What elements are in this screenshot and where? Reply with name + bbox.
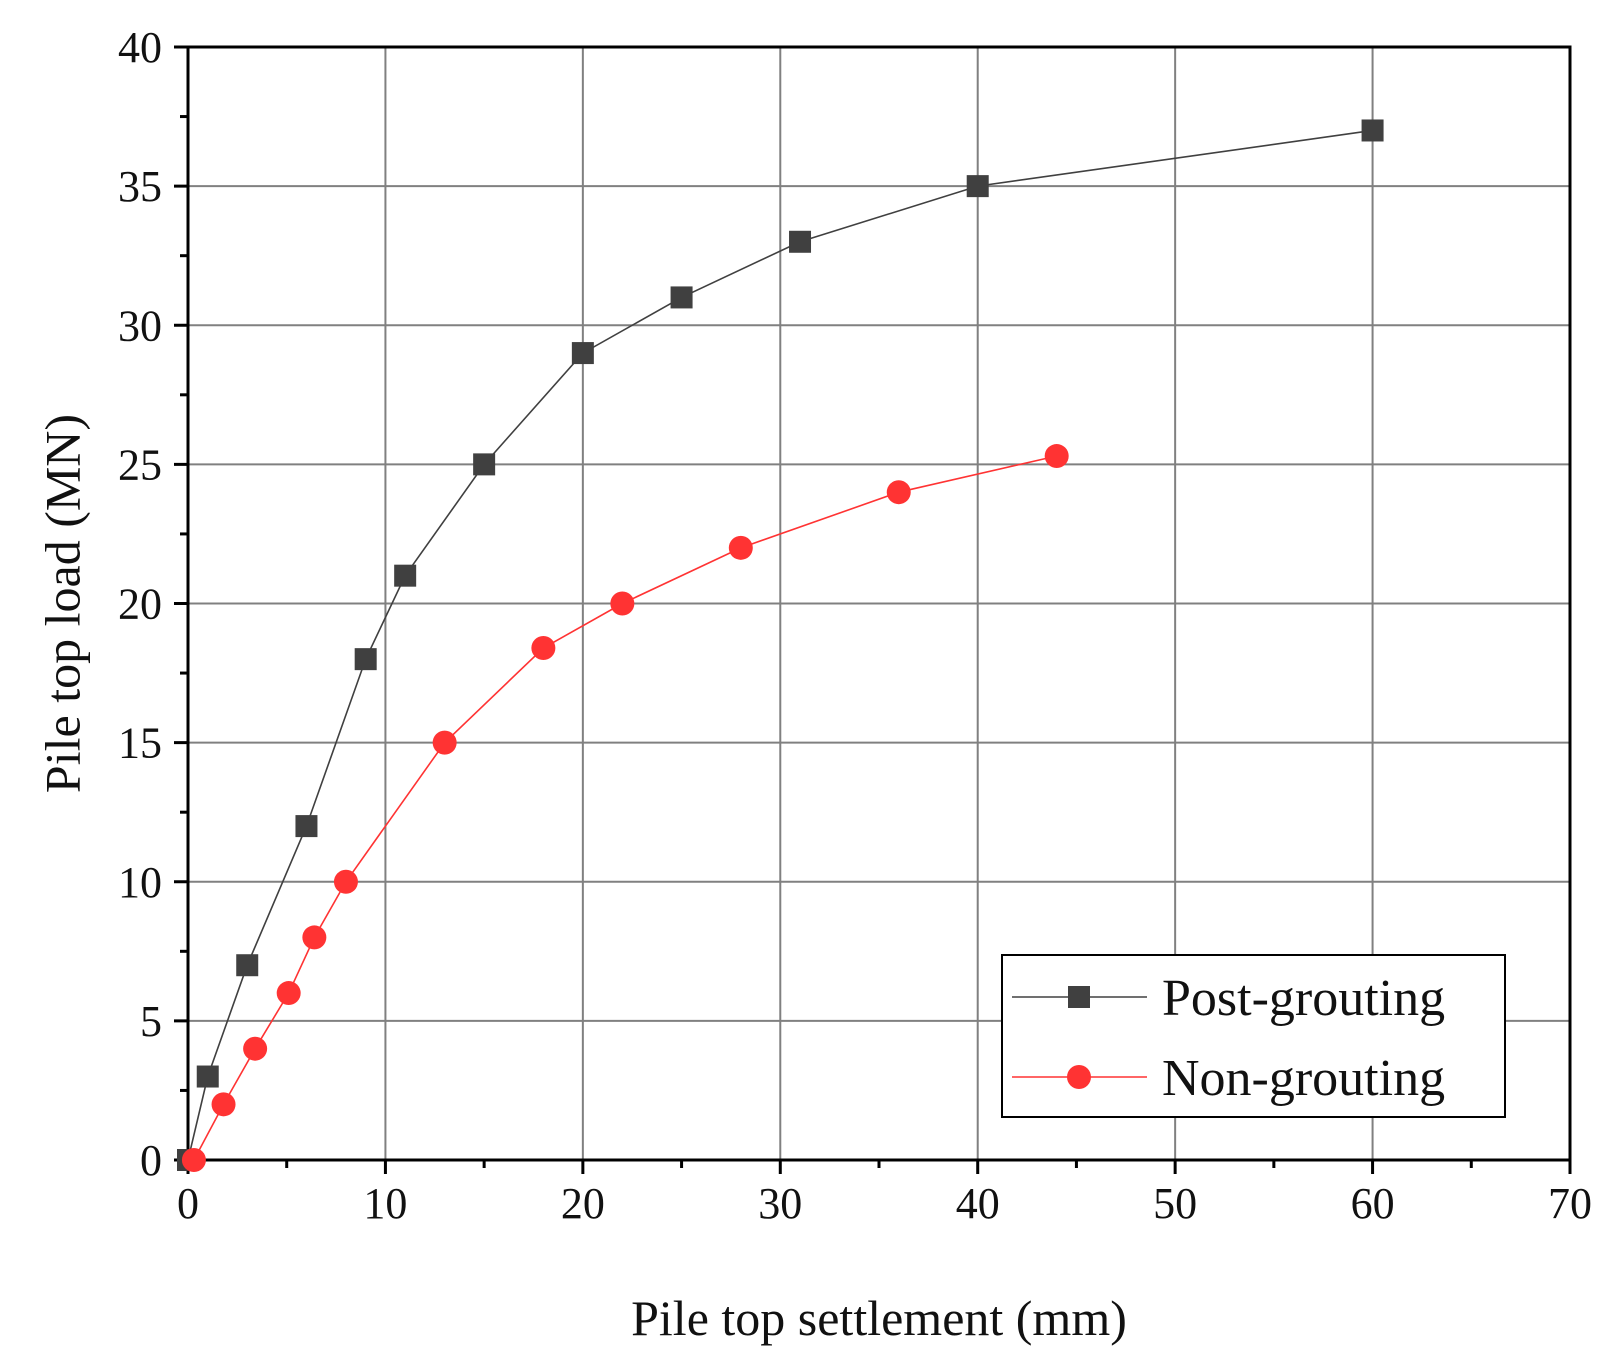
data-point-post-grouting bbox=[571, 342, 594, 365]
data-point-post-grouting bbox=[354, 648, 377, 671]
x-tick-label: 70 bbox=[1548, 1179, 1592, 1228]
data-point-non-grouting bbox=[276, 981, 301, 1006]
data-point-non-grouting bbox=[181, 1148, 206, 1172]
data-point-post-grouting bbox=[966, 175, 989, 198]
y-tick-label: 35 bbox=[118, 162, 162, 211]
data-point-post-grouting bbox=[236, 954, 259, 977]
legend: Post-grouting Non-grouting bbox=[1001, 954, 1506, 1118]
x-tick-label: 50 bbox=[1153, 1179, 1197, 1228]
x-tick-label: 10 bbox=[363, 1179, 407, 1228]
data-point-non-grouting bbox=[211, 1092, 236, 1117]
legend-marker-non-grouting bbox=[1067, 1065, 1091, 1089]
x-tick-label: 40 bbox=[956, 1179, 1000, 1228]
data-point-non-grouting bbox=[610, 591, 635, 616]
data-point-non-grouting bbox=[531, 636, 556, 661]
series-layer bbox=[177, 119, 1384, 1172]
data-point-post-grouting bbox=[1361, 119, 1384, 142]
axis-ticks: 0 10 20 30 40 50 60 70 0 5 10 15 20 25 30 35 40 bbox=[118, 23, 1592, 1228]
y-axis-title: Pile top load (MN) bbox=[35, 414, 91, 793]
legend-marker-post-grouting bbox=[1068, 986, 1090, 1008]
data-point-post-grouting bbox=[670, 286, 693, 309]
y-tick-label: 40 bbox=[118, 23, 162, 72]
y-tick-label: 30 bbox=[118, 301, 162, 350]
grid bbox=[188, 47, 1570, 1160]
data-point-non-grouting bbox=[243, 1036, 268, 1061]
y-tick-label: 20 bbox=[118, 580, 162, 629]
x-tick-label: 30 bbox=[758, 1179, 802, 1228]
legend-label-post-grouting: Post-grouting bbox=[1162, 970, 1445, 1027]
x-axis-title: Pile top settlement (mm) bbox=[631, 1290, 1127, 1346]
y-tick-label: 25 bbox=[118, 440, 162, 489]
data-point-non-grouting bbox=[333, 869, 358, 894]
data-point-non-grouting bbox=[728, 535, 753, 560]
x-tick-label: 20 bbox=[561, 1179, 605, 1228]
data-point-non-grouting bbox=[432, 730, 457, 755]
series-line-post-grouting bbox=[187, 129, 1373, 1161]
data-point-non-grouting bbox=[1044, 444, 1069, 469]
legend-box bbox=[1001, 954, 1506, 1118]
data-point-post-grouting bbox=[295, 815, 318, 838]
data-point-post-grouting bbox=[789, 230, 812, 253]
data-point-non-grouting bbox=[886, 480, 911, 505]
data-point-non-grouting bbox=[302, 925, 327, 950]
legend-label-non-grouting: Non-grouting bbox=[1162, 1050, 1445, 1107]
data-point-post-grouting bbox=[473, 453, 496, 476]
series-non-grouting bbox=[181, 444, 1069, 1172]
y-tick-label: 15 bbox=[118, 719, 162, 768]
y-tick-label: 0 bbox=[140, 1136, 162, 1185]
y-tick-label: 5 bbox=[140, 997, 162, 1046]
y-tick-label: 10 bbox=[118, 858, 162, 907]
x-tick-label: 60 bbox=[1351, 1179, 1395, 1228]
x-tick-label: 0 bbox=[177, 1179, 199, 1228]
data-point-post-grouting bbox=[394, 564, 417, 587]
data-point-post-grouting bbox=[196, 1065, 219, 1088]
